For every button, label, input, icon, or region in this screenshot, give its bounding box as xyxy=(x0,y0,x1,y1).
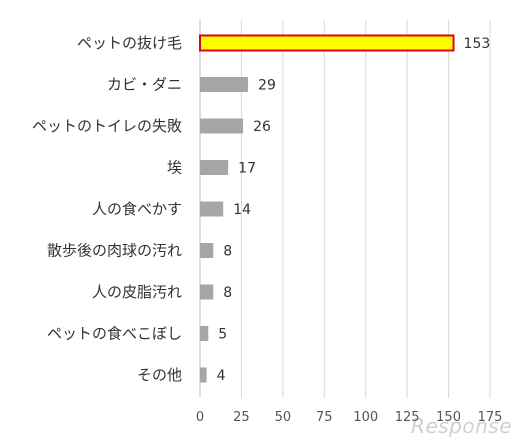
category-label: 人の皮脂汚れ xyxy=(92,283,182,301)
watermark-logo: Response xyxy=(411,414,512,438)
bar xyxy=(200,243,214,258)
category-label: ペットの抜け毛 xyxy=(77,34,182,52)
bar xyxy=(200,201,224,217)
data-label: 14 xyxy=(233,202,251,218)
x-tick-label: 25 xyxy=(233,410,250,425)
bar xyxy=(199,34,455,52)
bars xyxy=(199,34,455,383)
data-label: 17 xyxy=(238,161,256,177)
bar xyxy=(200,284,214,300)
data-label: 8 xyxy=(223,285,232,301)
x-tick-label: 100 xyxy=(353,410,378,425)
category-label: カビ・ダニ xyxy=(107,76,182,94)
x-tick-label: 0 xyxy=(196,410,204,425)
category-label: その他 xyxy=(137,366,182,384)
x-tick-label: 50 xyxy=(275,410,292,425)
category-label: 人の食べかす xyxy=(92,200,182,218)
x-tick-label: 150 xyxy=(436,410,461,425)
bar xyxy=(200,77,249,92)
data-label: 29 xyxy=(258,78,276,94)
data-label: 153 xyxy=(464,36,491,52)
bar xyxy=(200,160,229,175)
x-tick-label: 75 xyxy=(316,410,333,425)
bar xyxy=(200,326,209,341)
data-label: 4 xyxy=(217,368,226,384)
data-label: 5 xyxy=(218,327,227,343)
bar xyxy=(200,367,207,383)
data-label: 8 xyxy=(223,244,232,260)
data-label: 26 xyxy=(253,119,271,135)
x-tick-label: 125 xyxy=(395,410,420,425)
category-label: ペットの食べこぼし xyxy=(47,325,182,343)
category-label: 埃 xyxy=(167,159,182,177)
category-label: ペットのトイレの失敗 xyxy=(32,117,182,135)
bar xyxy=(200,118,244,134)
category-label: 散歩後の肉球の汚れ xyxy=(47,242,182,260)
x-tick-label: 175 xyxy=(478,410,503,425)
